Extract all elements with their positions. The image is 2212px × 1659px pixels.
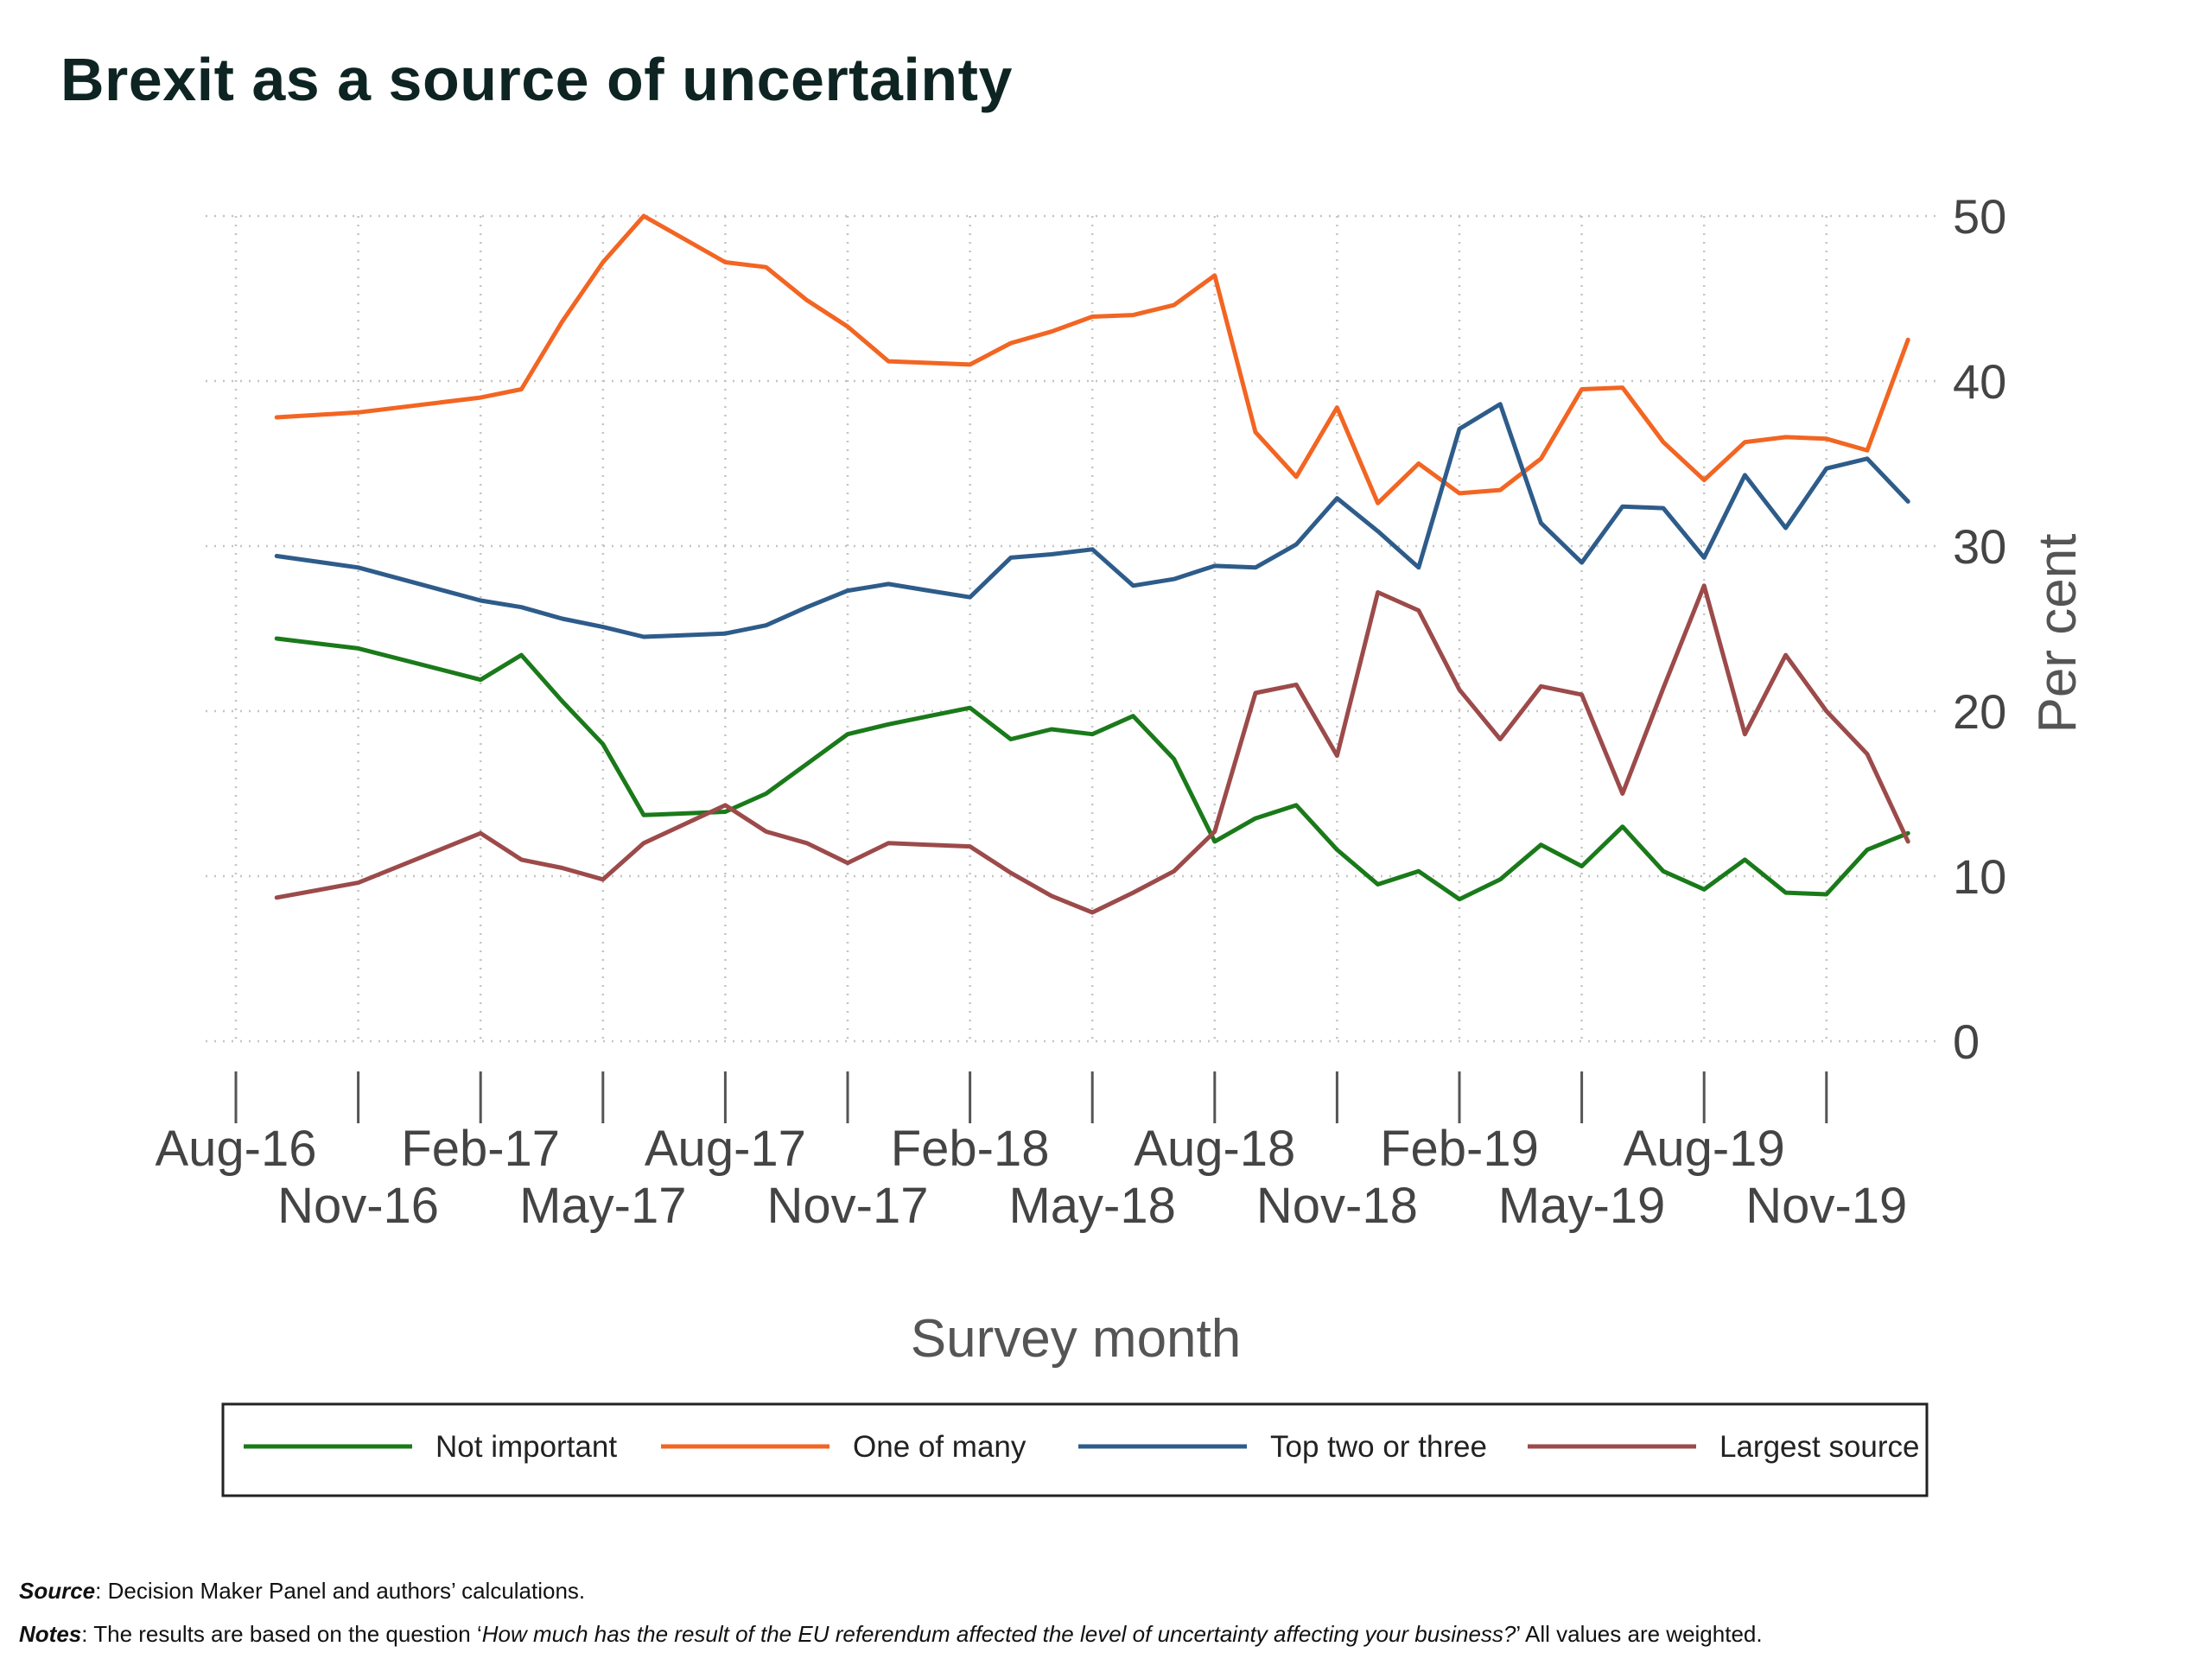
x-tick-label: Nov-16: [277, 1178, 439, 1234]
notes-text-start: : The results are based on the question …: [81, 1621, 482, 1647]
x-tick-label: Feb-19: [1380, 1121, 1539, 1177]
series-layer: [274, 213, 1910, 915]
x-tick-label: Nov-18: [1256, 1178, 1418, 1234]
x-tick-label: May-17: [519, 1178, 686, 1234]
notes-question: How much has the result of the EU refere…: [481, 1621, 1516, 1647]
series-line-top-two-or-three: [274, 402, 1910, 639]
x-tick-label: May-18: [1008, 1178, 1175, 1234]
notes-footnote: Notes: The results are based on the ques…: [19, 1621, 1763, 1648]
x-tick-label: May-19: [1498, 1178, 1665, 1234]
y-axis-label: Per cent: [2028, 534, 2088, 734]
x-tick-label: Aug-19: [1624, 1121, 1785, 1177]
y-tick-label: 30: [1953, 519, 2006, 574]
series-line-not-important: [274, 636, 1910, 902]
source-label: Source: [19, 1578, 96, 1604]
legend-label-top-two-or-three: Top two or three: [1270, 1430, 1487, 1464]
x-tick-label: Feb-17: [401, 1121, 560, 1177]
y-tick-label: 0: [1953, 1014, 1980, 1069]
notes-text-end: ’ All values are weighted.: [1516, 1621, 1763, 1647]
x-axis-label: Survey month: [911, 1309, 1242, 1369]
x-tick-label: Nov-19: [1745, 1178, 1907, 1234]
y-tick-label: 50: [1953, 189, 2006, 244]
grid-layer: [206, 214, 1936, 1043]
legend-label-largest-source: Largest source: [1719, 1430, 1920, 1464]
series-line-largest-source: [274, 583, 1910, 915]
legend: Not important One of many Top two or three…: [244, 1430, 1920, 1464]
y-tick-label: 20: [1953, 684, 2006, 739]
x-tick-label: Nov-17: [767, 1178, 929, 1234]
legend-label-one-of-many: One of many: [853, 1430, 1027, 1464]
legend-box: [221, 1402, 1929, 1497]
x-tick-label: Aug-16: [155, 1121, 316, 1177]
y-tick-label: 40: [1953, 354, 2006, 409]
x-tick-label: Aug-17: [645, 1121, 806, 1177]
chart-title: Brexit as a source of uncertainty: [60, 46, 1013, 113]
series-line-one-of-many: [274, 213, 1910, 505]
source-text: : Decision Maker Panel and authors’ calc…: [95, 1578, 586, 1604]
source-footnote: Source: Decision Maker Panel and authors…: [19, 1578, 585, 1605]
axis-layer: 01020304050Aug-16Nov-16Feb-17May-17Aug-1…: [155, 189, 2006, 1234]
x-tick-label: Aug-18: [1134, 1121, 1295, 1177]
x-tick-label: Feb-18: [891, 1121, 1050, 1177]
notes-label: Notes: [19, 1621, 82, 1647]
legend-label-not-important: Not important: [435, 1430, 617, 1464]
y-tick-label: 10: [1953, 849, 2006, 904]
